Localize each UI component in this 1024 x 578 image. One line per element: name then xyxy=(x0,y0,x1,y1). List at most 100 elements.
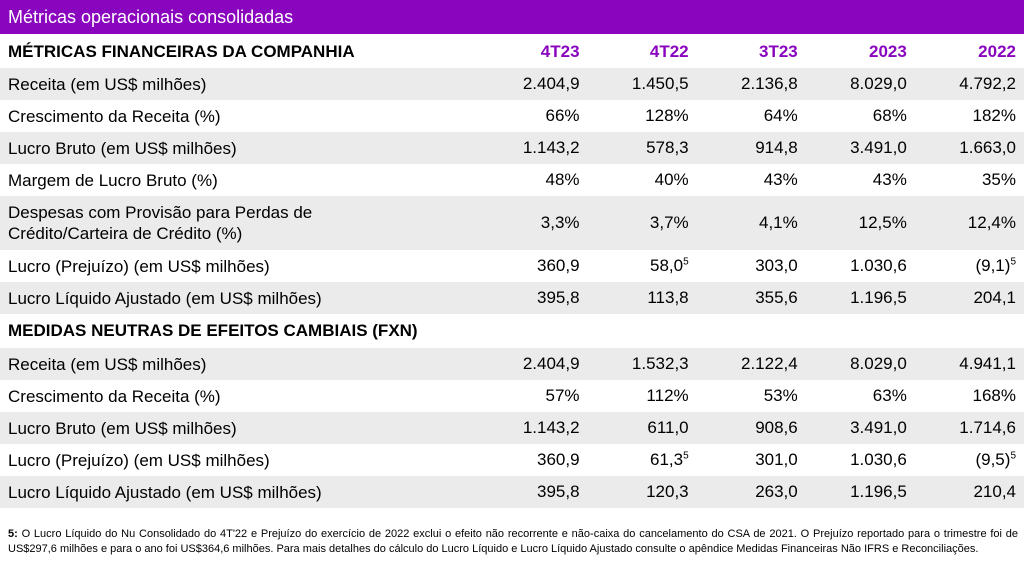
cell-value: 64% xyxy=(763,106,798,125)
cell-value: 1.143,2 xyxy=(478,132,588,164)
cell-value: 1.030,6 xyxy=(850,450,907,469)
cell-value: 914,8 xyxy=(696,132,806,164)
table-row: Crescimento da Receita (%) 66% 128% 64% … xyxy=(0,100,1024,132)
column-header: 2023 xyxy=(869,42,907,61)
cell-value: 112% xyxy=(646,386,689,405)
column-header: 4T22 xyxy=(649,42,689,61)
row-label: Lucro Bruto (em US$ milhões) xyxy=(0,132,479,164)
cell-value: 1.196,5 xyxy=(805,476,915,508)
row-label: Crescimento da Receita (%) xyxy=(8,386,221,406)
footnote-marker: 5 xyxy=(1010,256,1016,268)
cell-value: 113,8 xyxy=(587,282,697,314)
footnote-marker: 5 xyxy=(683,450,689,462)
cell-value: 1.143,2 xyxy=(478,412,588,444)
cell-value: 578,3 xyxy=(587,132,697,164)
table-row: Lucro (Prejuízo) (em US$ milhões) 360,9 … xyxy=(0,250,1024,282)
metrics-table: MÉTRICAS FINANCEIRAS DA COMPANHIA 4T23 4… xyxy=(0,36,1024,508)
cell-value: 48% xyxy=(545,170,580,189)
footnote-marker: 5 xyxy=(1010,450,1016,462)
table-row: Lucro Bruto (em US$ milhões) 1.143,2 578… xyxy=(0,132,1024,164)
table-row: Receita (em US$ milhões) 2.404,9 1.450,5… xyxy=(0,68,1024,100)
cell-value: 1.030,6 xyxy=(850,256,907,275)
cell-value: 360,9 xyxy=(537,450,580,469)
cell-value: 12,5% xyxy=(805,196,915,250)
row-label: Lucro (Prejuízo) (em US$ milhões) xyxy=(8,450,270,470)
footnote-marker: 5 xyxy=(683,256,689,268)
cell-value: 128% xyxy=(645,106,689,125)
section-heading-row: MEDIDAS NEUTRAS DE EFEITOS CAMBIAIS (FXN… xyxy=(0,314,1024,348)
cell-value: 3,3% xyxy=(478,196,588,250)
cell-value: 360,9 xyxy=(537,256,580,275)
row-label: Receita (em US$ milhões) xyxy=(0,348,479,380)
cell-value: 35% xyxy=(981,170,1016,189)
table-row: Receita (em US$ milhões) 2.404,9 1.532,3… xyxy=(0,348,1024,380)
cell-value: 58,05 xyxy=(588,250,697,282)
cell-value: 43% xyxy=(763,170,798,189)
cell-value: 3.491,0 xyxy=(805,132,915,164)
cell-value: 40% xyxy=(654,170,689,189)
cell-value: 66% xyxy=(545,106,580,125)
cell-value: 8.029,0 xyxy=(805,68,915,100)
row-label-line: Despesas com Provisão para Perdas de xyxy=(8,203,313,222)
cell-value: 395,8 xyxy=(478,476,588,508)
table-header-row: MÉTRICAS FINANCEIRAS DA COMPANHIA 4T23 4… xyxy=(0,36,1024,68)
row-label: Lucro Bruto (em US$ milhões) xyxy=(0,412,479,444)
cell-value: 1.532,3 xyxy=(587,348,697,380)
footnote-number: 5: xyxy=(8,528,18,540)
cell-value: 303,0 xyxy=(755,256,798,275)
cell-value: 1.663,0 xyxy=(914,132,1024,164)
cell-value: 8.029,0 xyxy=(805,348,915,380)
footnote: 5: O Lucro Líquido do Nu Consolidado do … xyxy=(8,527,1018,557)
cell-text: 58,0 xyxy=(649,256,684,275)
row-label: Despesas com Provisão para Perdas de Cré… xyxy=(0,196,479,250)
table-row: Despesas com Provisão para Perdas de Cré… xyxy=(0,196,1024,250)
cell-value: 3.491,0 xyxy=(805,412,915,444)
cell-value: 43% xyxy=(872,170,907,189)
column-header: 3T23 xyxy=(758,42,798,61)
cell-text: 61,3 xyxy=(649,450,684,469)
row-label: Crescimento da Receita (%) xyxy=(8,106,221,126)
cell-value: 2.404,9 xyxy=(478,68,588,100)
cell-value: 2.404,9 xyxy=(478,348,588,380)
row-label: Lucro Líquido Ajustado (em US$ milhões) xyxy=(0,476,479,508)
cell-value: 611,0 xyxy=(587,412,697,444)
cell-value: 168% xyxy=(972,386,1016,405)
column-header: 4T23 xyxy=(540,42,580,61)
cell-value: 63% xyxy=(872,386,907,405)
cell-value: 3,7% xyxy=(587,196,697,250)
table-row: Lucro Bruto (em US$ milhões) 1.143,2 611… xyxy=(0,412,1024,444)
cell-value: (9,5)5 xyxy=(915,444,1024,476)
footnote-text: O Lucro Líquido do Nu Consolidado do 4T'… xyxy=(8,528,1018,555)
cell-value: 210,4 xyxy=(914,476,1024,508)
row-label-line: Crédito/Carteira de Crédito (%) xyxy=(8,224,243,243)
cell-value: 908,6 xyxy=(696,412,806,444)
table-row: Lucro Líquido Ajustado (em US$ milhões) … xyxy=(0,476,1024,508)
cell-value: 61,35 xyxy=(588,444,697,476)
cell-value: 204,1 xyxy=(914,282,1024,314)
cell-value: 2.136,8 xyxy=(696,68,806,100)
cell-value: 2.122,4 xyxy=(696,348,806,380)
table-row: Margem de Lucro Bruto (%) 48% 40% 43% 43… xyxy=(0,164,1024,196)
cell-value: 12,4% xyxy=(914,196,1024,250)
cell-value: 68% xyxy=(872,106,907,125)
cell-value: 301,0 xyxy=(755,450,798,469)
cell-value: 1.714,6 xyxy=(914,412,1024,444)
cell-value: 4.941,1 xyxy=(914,348,1024,380)
table-row: Lucro Líquido Ajustado (em US$ milhões) … xyxy=(0,282,1024,314)
cell-text: (9,1) xyxy=(975,256,1011,275)
cell-value: 53% xyxy=(763,386,798,405)
cell-value: 1.196,5 xyxy=(805,282,915,314)
cell-value: 395,8 xyxy=(478,282,588,314)
column-header: 2022 xyxy=(978,42,1016,61)
cell-value: 4,1% xyxy=(696,196,806,250)
cell-value: 263,0 xyxy=(696,476,806,508)
section-title: Métricas operacionais consolidadas xyxy=(0,0,1024,34)
row-label: Lucro Líquido Ajustado (em US$ milhões) xyxy=(0,282,479,314)
row-label: Receita (em US$ milhões) xyxy=(0,68,479,100)
section-heading-fxn: MEDIDAS NEUTRAS DE EFEITOS CAMBIAIS (FXN… xyxy=(8,321,418,340)
table-row: Crescimento da Receita (%) 57% 112% 53% … xyxy=(0,380,1024,412)
cell-value: 182% xyxy=(972,106,1016,125)
section-heading-financial: MÉTRICAS FINANCEIRAS DA COMPANHIA xyxy=(8,42,355,61)
cell-value: 57% xyxy=(545,386,580,405)
cell-value: 1.450,5 xyxy=(587,68,697,100)
